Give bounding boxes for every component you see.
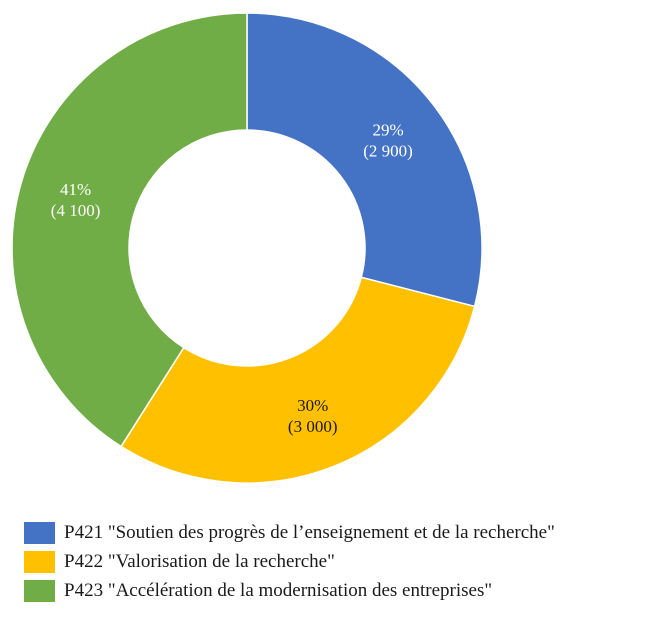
legend-swatch-p421 (24, 521, 55, 544)
legend-swatch-p423 (24, 579, 55, 602)
value-label-p421: (2 900) (363, 142, 413, 161)
slice-p421 (246, 12, 483, 308)
percent-label-p421: 29% (372, 121, 403, 140)
percent-label-p423: 41% (60, 180, 91, 199)
value-label-p423: (4 100) (51, 201, 101, 220)
legend-swatch-p422 (24, 550, 55, 573)
value-label-p422: (3 000) (288, 417, 338, 436)
legend-label-p423: P423 "Accélération de la modernisation d… (64, 579, 493, 601)
percent-label-p422: 30% (297, 396, 328, 415)
donut-chart-svg: 29% (2 900) 30% (3 000) 41% (4 100) (11, 12, 483, 484)
labels-layer: 29% (2 900) 30% (3 000) 41% (4 100) (51, 121, 413, 436)
slice-p422 (120, 276, 476, 484)
legend-label-p421: P421 "Soutien des progrès de l’enseignem… (64, 521, 555, 543)
legend-item-p421: P421 "Soutien des progrès de l’enseignem… (24, 518, 654, 547)
legend-label-p422: P422 "Valorisation de la recherche" (64, 550, 335, 572)
slice-p423 (11, 12, 248, 448)
slices-layer (11, 12, 483, 484)
legend-item-p422: P422 "Valorisation de la recherche" (24, 547, 654, 576)
legend-item-p423: P423 "Accélération de la modernisation d… (24, 576, 654, 605)
legend: P421 "Soutien des progrès de l’enseignem… (24, 518, 654, 605)
